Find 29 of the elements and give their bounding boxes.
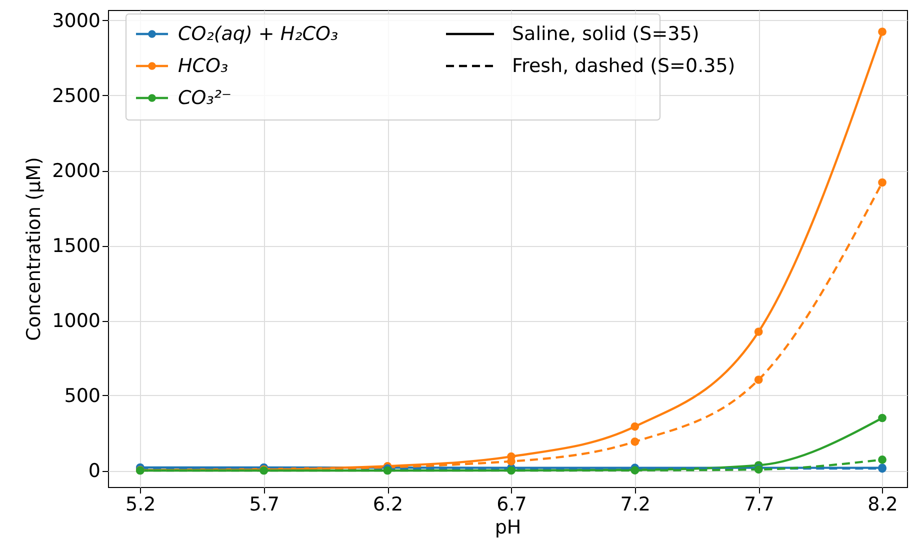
point [630, 438, 640, 446]
point [878, 28, 886, 36]
y-tick-label: 500 [64, 385, 100, 407]
x-axis-title: pH [494, 516, 522, 538]
point [754, 376, 763, 384]
x-tick-label: 6.7 [496, 494, 527, 516]
annotation: Fresh, dashed (S=0.35) [512, 55, 736, 77]
y-tick-label: 2000 [52, 160, 100, 182]
x-tick-label: 5.2 [126, 494, 156, 516]
y-tick-label: 2500 [52, 85, 100, 107]
point [754, 328, 763, 336]
y-tick-label: 3000 [52, 10, 100, 32]
point [630, 422, 640, 431]
x-tick-label: 7.7 [744, 494, 774, 516]
y-tick-label: 1000 [52, 310, 100, 332]
point [878, 414, 886, 422]
x-tick-label: 6.2 [372, 494, 404, 516]
x-tick-label: 5.7 [249, 494, 280, 516]
legend-label: CO₃²⁻ [178, 87, 232, 109]
point [878, 456, 886, 464]
point [878, 178, 886, 187]
annotation: Saline, solid (S=35) [512, 23, 700, 45]
y-axis-title: Concentration (μM) [23, 157, 46, 341]
legend-label: HCO₃ [178, 55, 228, 77]
legend-label: CO₂(aq) + H₂CO₃ [178, 23, 338, 45]
y-tick-label: 0 [88, 460, 100, 482]
x-tick-label: 8.2 [868, 494, 898, 516]
x-tick-label: 7.2 [620, 494, 651, 516]
y-tick-label: 1500 [52, 235, 100, 257]
